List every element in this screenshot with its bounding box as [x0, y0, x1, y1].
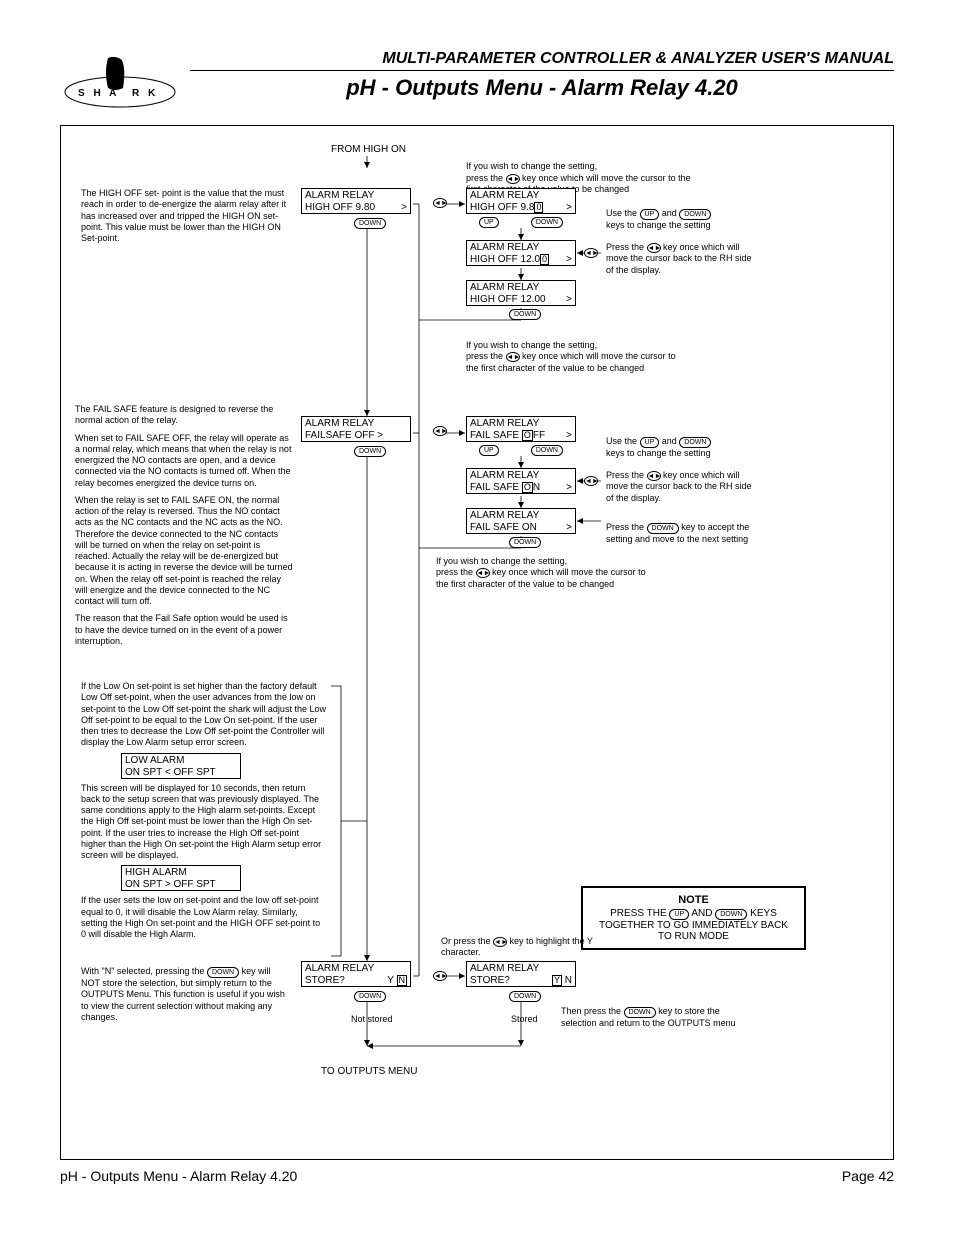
- down-button[interactable]: DOWN: [354, 218, 386, 229]
- lcd-store-right: ALARM RELAY STORE?Y N: [466, 961, 576, 987]
- svg-text:S H A: S H A: [78, 88, 119, 99]
- content-box: FROM HIGH ON If you wish to change the s…: [60, 125, 894, 1160]
- highoff-side2: Press the ◄► key once which will move th…: [606, 242, 756, 276]
- lcd-highoff-left: ALARM RELAY HIGH OFF 9.80>: [301, 188, 411, 214]
- lcd-highoff-r1: ALARM RELAY HIGH OFF 9.80>: [466, 188, 576, 214]
- shark-logo: S H A R K: [60, 50, 180, 110]
- down-button[interactable]: DOWN: [354, 446, 386, 457]
- right-arrow-icon: ◄►: [647, 471, 661, 481]
- right-arrow-icon: ◄►: [584, 248, 598, 258]
- down-button[interactable]: DOWN: [531, 445, 563, 456]
- up-button[interactable]: UP: [640, 209, 660, 220]
- failsafe-intro: If you wish to change the setting,press …: [466, 340, 686, 374]
- down-button[interactable]: DOWN: [509, 991, 541, 1002]
- down-button[interactable]: DOWN: [531, 217, 563, 228]
- up-button[interactable]: UP: [640, 437, 660, 448]
- right-arrow-icon: ◄►: [433, 971, 447, 981]
- section-title: pH - Outputs Menu - Alarm Relay 4.20: [190, 75, 894, 101]
- right-arrow-icon: ◄►: [506, 352, 520, 362]
- down-button[interactable]: DOWN: [207, 967, 239, 978]
- store-or-text: Or press the ◄► key to highlight the Y c…: [441, 936, 621, 959]
- lowon-box: If the Low On set-point is set higher th…: [81, 681, 326, 940]
- down-button[interactable]: DOWN: [679, 209, 711, 220]
- right-arrow-icon: ◄►: [493, 937, 507, 947]
- store-then: Then press the DOWN key to store the sel…: [561, 1006, 741, 1029]
- svg-text:R K: R K: [132, 88, 158, 99]
- right-arrow-icon: ◄►: [476, 568, 490, 578]
- page: S H A R K MULTI-PARAMETER CONTROLLER & A…: [0, 0, 954, 1214]
- lcd-failsafe-left: ALARM RELAY FAILSAFE OFF >: [301, 416, 411, 442]
- up-button[interactable]: UP: [479, 217, 499, 228]
- right-arrow-icon: ◄►: [584, 476, 598, 486]
- lcd-failsafe-r3: ALARM RELAY FAIL SAFE ON>: [466, 508, 576, 534]
- note-body: PRESS THE UP AND DOWN KEYS TOGETHER TO G…: [591, 908, 796, 942]
- manual-title: MULTI-PARAMETER CONTROLLER & ANALYZER US…: [190, 50, 894, 71]
- down-button[interactable]: DOWN: [624, 1007, 656, 1018]
- store-desc: With "N" selected, pressing the DOWN key…: [81, 966, 291, 1023]
- up-button[interactable]: UP: [669, 909, 689, 920]
- failsafe-side2: Press the ◄► key once which will move th…: [606, 470, 756, 504]
- lcd-lowalarm: LOW ALARM ON SPT < OFF SPT: [121, 753, 241, 779]
- right-arrow-icon: ◄►: [433, 426, 447, 436]
- lcd-highoff-r2: ALARM RELAY HIGH OFF 12.00>: [466, 240, 576, 266]
- header: S H A R K MULTI-PARAMETER CONTROLLER & A…: [60, 50, 894, 110]
- down-button[interactable]: DOWN: [509, 309, 541, 320]
- down-button[interactable]: DOWN: [647, 523, 679, 534]
- right-arrow-icon: ◄►: [647, 243, 661, 253]
- lcd-highalarm: HIGH ALARM ON SPT > OFF SPT: [121, 865, 241, 891]
- lcd-failsafe-r1: ALARM RELAY FAIL SAFE OFF>: [466, 416, 576, 442]
- up-button[interactable]: UP: [479, 445, 499, 456]
- failsafe-desc: The FAIL SAFE feature is designed to rev…: [75, 404, 293, 647]
- down-button[interactable]: DOWN: [715, 909, 747, 920]
- from-high-on-label: FROM HIGH ON: [331, 144, 406, 157]
- right-arrow-icon: ◄►: [506, 174, 520, 184]
- down-button[interactable]: DOWN: [509, 537, 541, 548]
- right-arrow-icon: ◄►: [433, 198, 447, 208]
- highoff-side1: Use the UP and DOWNkeys to change the se…: [606, 208, 746, 231]
- highoff-desc: The HIGH OFF set- point is the value tha…: [81, 188, 291, 244]
- stored-label: Stored: [511, 1014, 538, 1025]
- footer: pH - Outputs Menu - Alarm Relay 4.20 Pag…: [60, 1168, 894, 1184]
- failsafe-side1: Use the UP and DOWNkeys to change the se…: [606, 436, 746, 459]
- down-button[interactable]: DOWN: [354, 991, 386, 1002]
- to-outputs-label: TO OUTPUTS MENU: [321, 1066, 417, 1079]
- failsafe-side3: Press the DOWN key to accept the setting…: [606, 522, 761, 545]
- footer-left: pH - Outputs Menu - Alarm Relay 4.20: [60, 1168, 297, 1184]
- lcd-highoff-r3: ALARM RELAY HIGH OFF 12.00>: [466, 280, 576, 306]
- not-stored-label: Not stored: [351, 1014, 393, 1025]
- failsafe-outro: If you wish to change the setting,press …: [436, 556, 656, 590]
- footer-right: Page 42: [842, 1168, 894, 1184]
- lcd-failsafe-r2: ALARM RELAY FAIL SAFE ON>: [466, 468, 576, 494]
- lcd-store-left: ALARM RELAY STORE?Y N: [301, 961, 411, 987]
- down-button[interactable]: DOWN: [679, 437, 711, 448]
